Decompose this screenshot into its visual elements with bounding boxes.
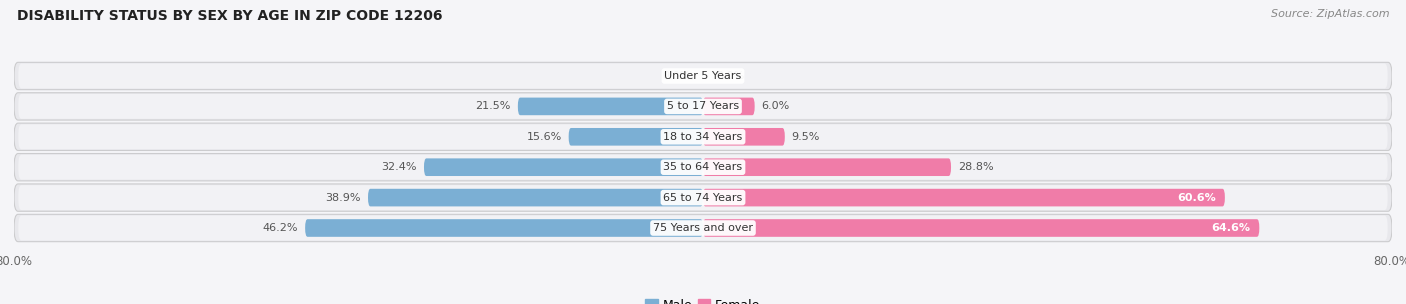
Text: 35 to 64 Years: 35 to 64 Years [664, 162, 742, 172]
Text: 5 to 17 Years: 5 to 17 Years [666, 102, 740, 111]
FancyBboxPatch shape [368, 189, 703, 206]
FancyBboxPatch shape [14, 62, 1392, 90]
Text: Under 5 Years: Under 5 Years [665, 71, 741, 81]
Text: 6.0%: 6.0% [762, 102, 790, 111]
FancyBboxPatch shape [703, 98, 755, 115]
Text: 32.4%: 32.4% [381, 162, 418, 172]
FancyBboxPatch shape [305, 219, 703, 237]
FancyBboxPatch shape [14, 184, 1392, 211]
FancyBboxPatch shape [14, 93, 1392, 120]
Text: 0.0%: 0.0% [716, 71, 744, 81]
Text: 65 to 74 Years: 65 to 74 Years [664, 193, 742, 202]
FancyBboxPatch shape [18, 64, 1388, 88]
FancyBboxPatch shape [18, 216, 1388, 240]
FancyBboxPatch shape [703, 219, 1260, 237]
FancyBboxPatch shape [703, 189, 1225, 206]
Text: 0.0%: 0.0% [662, 71, 690, 81]
Text: 15.6%: 15.6% [526, 132, 562, 142]
FancyBboxPatch shape [18, 94, 1388, 119]
FancyBboxPatch shape [18, 185, 1388, 210]
FancyBboxPatch shape [568, 128, 703, 146]
Text: 46.2%: 46.2% [263, 223, 298, 233]
FancyBboxPatch shape [18, 155, 1388, 180]
Text: 28.8%: 28.8% [957, 162, 994, 172]
FancyBboxPatch shape [14, 123, 1392, 150]
FancyBboxPatch shape [703, 158, 950, 176]
FancyBboxPatch shape [425, 158, 703, 176]
Text: 60.6%: 60.6% [1177, 193, 1216, 202]
FancyBboxPatch shape [14, 154, 1392, 181]
Text: 38.9%: 38.9% [326, 193, 361, 202]
FancyBboxPatch shape [517, 98, 703, 115]
Text: 64.6%: 64.6% [1212, 223, 1251, 233]
FancyBboxPatch shape [18, 124, 1388, 149]
FancyBboxPatch shape [14, 214, 1392, 242]
Text: 18 to 34 Years: 18 to 34 Years [664, 132, 742, 142]
Text: Source: ZipAtlas.com: Source: ZipAtlas.com [1271, 9, 1389, 19]
Text: DISABILITY STATUS BY SEX BY AGE IN ZIP CODE 12206: DISABILITY STATUS BY SEX BY AGE IN ZIP C… [17, 9, 443, 23]
Text: 21.5%: 21.5% [475, 102, 510, 111]
FancyBboxPatch shape [703, 128, 785, 146]
Text: 75 Years and over: 75 Years and over [652, 223, 754, 233]
Legend: Male, Female: Male, Female [641, 294, 765, 304]
Text: 9.5%: 9.5% [792, 132, 820, 142]
